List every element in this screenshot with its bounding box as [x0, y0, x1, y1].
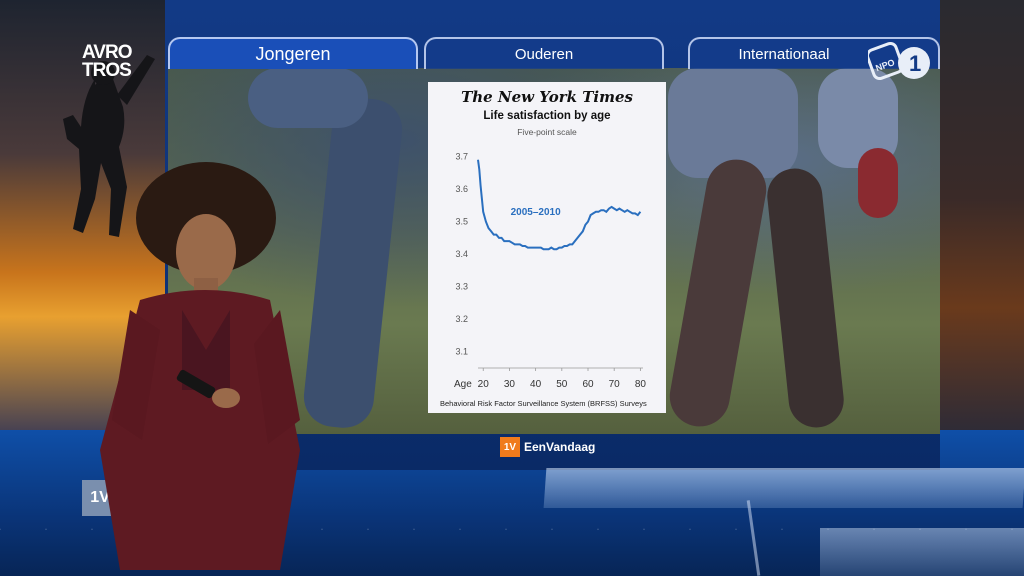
tab-ouderen[interactable]: Ouderen — [424, 37, 664, 69]
avrotros-logo-line1: AVRO — [82, 42, 132, 63]
tab-jongeren-label: Jongeren — [255, 43, 331, 64]
chart-plot: 3.1 3.2 3.3 3.4 3.5 3.6 3.7 Age 20 30 40 50 60 70 80 20… — [454, 152, 647, 390]
series-line — [477, 159, 642, 251]
jumping-figure-silhouette — [63, 55, 155, 237]
desk-glass-front — [820, 528, 1024, 576]
tab-ouderen-label: Ouderen — [514, 45, 574, 63]
npo-logo-number: 1 — [909, 51, 921, 76]
y-tick-label: 3.7 — [455, 152, 468, 162]
x-tick-label: 20 — [478, 379, 490, 390]
tab-internationaal-label: Internationaal — [738, 45, 830, 63]
avrotros-logo-line2: TROS — [82, 60, 132, 81]
y-tick-label: 3.6 — [455, 184, 468, 194]
y-tick-label: 3.4 — [455, 249, 468, 259]
program-name: EenVandaag — [524, 440, 596, 454]
x-tick-label: 60 — [582, 379, 594, 390]
x-tick-label: 70 — [609, 379, 621, 390]
x-tick-label: 40 — [530, 379, 542, 390]
chart-publisher: The New York Times — [461, 88, 633, 106]
program-lower-third: 1V EenVandaag — [500, 436, 595, 458]
presenter — [100, 162, 300, 570]
tab-jongeren[interactable]: Jongeren — [168, 37, 418, 69]
avrotros-logo: AVRO TROS — [82, 42, 132, 81]
chart-card: The New York Times Life satisfaction by … — [428, 82, 666, 413]
y-tick-label: 3.1 — [455, 347, 468, 357]
desk-glass-top — [543, 468, 1024, 508]
chart-source: Behavioral Risk Factor Surveillance Syst… — [440, 399, 647, 408]
npo1-logo: NPO 1 — [868, 41, 930, 81]
eenvandaag-badge: 1V — [500, 437, 520, 457]
x-tick-label: 50 — [556, 379, 568, 390]
chart-subtitle: Five-point scale — [517, 127, 577, 137]
npo-logo-text: NPO — [874, 57, 896, 73]
chart-title: Life satisfaction by age — [483, 110, 611, 122]
y-tick-label: 3.2 — [455, 314, 468, 324]
y-tick-label: 3.5 — [455, 217, 468, 227]
x-tick-label: 80 — [635, 379, 647, 390]
y-tick-label: 3.3 — [455, 282, 468, 292]
series-annotation: 2005–2010 — [511, 207, 561, 218]
x-axis-label: Age — [454, 379, 472, 390]
x-tick-label: 30 — [504, 379, 516, 390]
studio-backdrop-right — [934, 0, 1024, 440]
